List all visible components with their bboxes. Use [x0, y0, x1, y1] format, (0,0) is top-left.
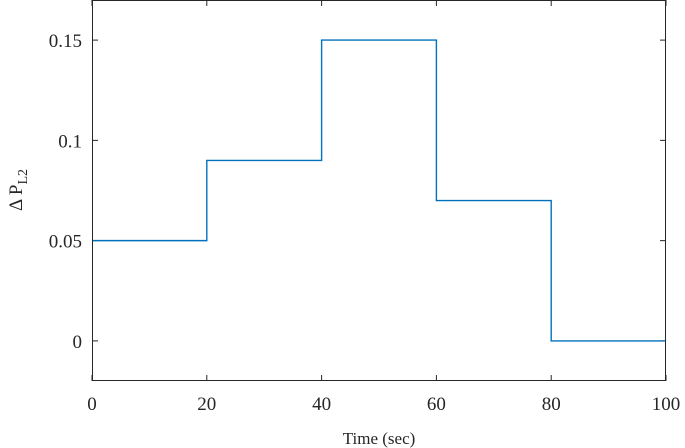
x-axis-label: Time (sec): [343, 429, 416, 448]
y-tick-labels: 0 0.05 0.1 0.15: [49, 31, 82, 353]
series-line: [92, 39, 666, 342]
x-tick-label: 60: [427, 394, 446, 415]
x-tick-label: 20: [197, 394, 216, 415]
y-tick-label: 0: [73, 332, 83, 353]
y-axis-label: Δ PL2: [6, 169, 31, 211]
x-tick-labels: 0 20 40 60 80 100: [87, 394, 680, 415]
y-axis-label-subscript: L2: [16, 169, 31, 185]
x-tick-label: 40: [312, 394, 331, 415]
axis-ticks: [91, 0, 667, 381]
x-tick-label: 80: [542, 394, 561, 415]
y-tick-label: 0.05: [49, 232, 82, 253]
y-axis-label-main: Δ P: [6, 185, 27, 212]
y-tick-label: 0.1: [58, 131, 82, 152]
x-tick-label: 0: [87, 394, 97, 415]
plot-series: [92, 39, 666, 342]
x-tick-label: 100: [652, 394, 681, 415]
plot-frame: [92, 0, 666, 381]
y-tick-label: 0.15: [49, 31, 82, 52]
